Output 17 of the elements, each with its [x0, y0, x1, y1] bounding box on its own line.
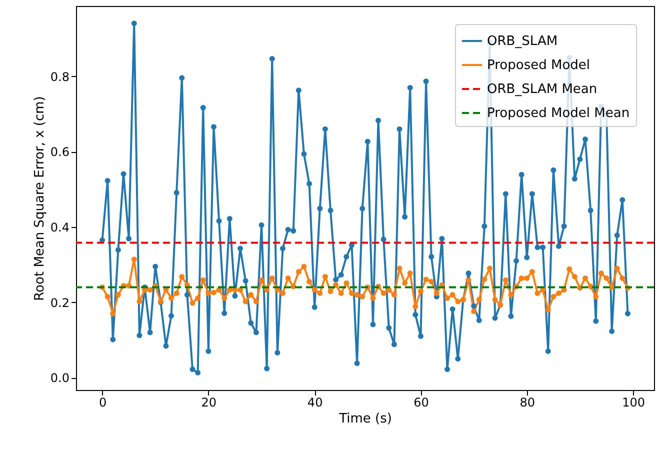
- legend-label: ORB_SLAM Mean: [487, 82, 598, 97]
- x-axis-title: Time (s): [338, 412, 392, 426]
- legend-label: ORB_SLAM: [487, 34, 558, 49]
- x-tick-label: 60: [414, 396, 429, 410]
- y-tick-label: 0.6: [50, 145, 70, 160]
- x-tick-label: 40: [307, 396, 323, 410]
- x-tick-label: 100: [622, 396, 645, 410]
- y-tick-label: 0.8: [50, 70, 70, 84]
- x-tick-label: 20: [201, 396, 217, 410]
- legend-label: Proposed Model Mean: [487, 106, 630, 121]
- y-tick-label: 0.2: [50, 296, 70, 310]
- y-tick-label: 0.4: [50, 220, 70, 234]
- x-tick-label: 80: [520, 396, 536, 410]
- y-axis-title: Root Mean Square Error, x (cm): [32, 96, 48, 301]
- legend-label: Proposed Model: [487, 58, 590, 73]
- y-tick-label: 0.0: [50, 371, 70, 386]
- x-tick-label: 0: [98, 396, 107, 410]
